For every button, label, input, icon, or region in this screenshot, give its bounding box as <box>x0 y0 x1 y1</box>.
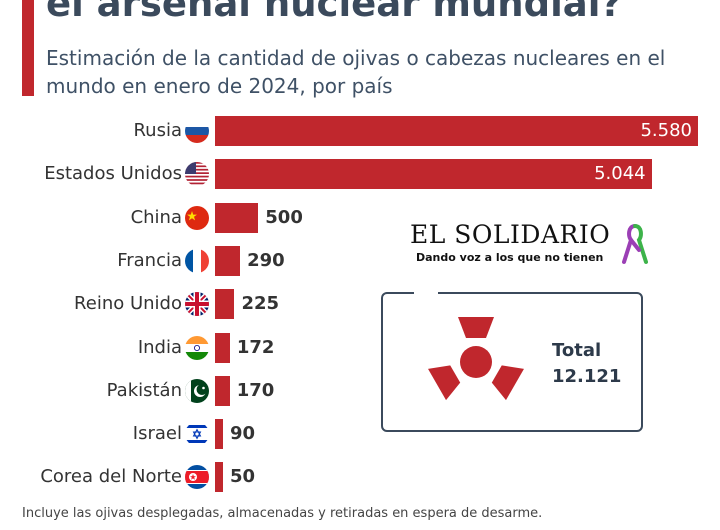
russia-flag-icon <box>185 119 209 143</box>
bar-rusia <box>215 116 698 146</box>
chart-title: el arsenal nuclear mundial? <box>46 0 622 25</box>
total-value: 12.121 <box>552 366 622 387</box>
bar-pakistan <box>215 375 230 406</box>
value-label-reino-unido: 225 <box>241 293 280 315</box>
bar-corea-del-norte <box>215 462 223 493</box>
brand-tagline: Dando voz a los que no tienen <box>416 251 604 264</box>
category-label-pakistan: Pakistán <box>106 379 182 401</box>
category-label-estados-unidos: Estados Unidos <box>44 163 182 185</box>
pakistan-flag-icon <box>185 378 209 403</box>
israel-flag-icon <box>185 422 209 447</box>
value-label-estados-unidos: 5.044 <box>594 163 646 185</box>
value-label-india: 172 <box>236 336 275 358</box>
uk-flag-icon <box>185 292 209 317</box>
value-label-china: 500 <box>265 206 303 228</box>
category-label-francia: Francia <box>117 249 182 271</box>
brand-logo-text: EL SOLIDARIO <box>410 220 611 249</box>
bar-francia <box>215 245 241 276</box>
value-label-israel: 90 <box>230 423 256 445</box>
bar-india <box>215 332 230 363</box>
total-label: Total <box>552 340 602 361</box>
total-panel <box>381 292 643 432</box>
china-flag-icon <box>185 205 209 230</box>
france-flag-icon <box>185 248 209 273</box>
category-label-corea-del-norte: Corea del Norte <box>40 466 182 488</box>
footnote: Incluye las ojivas desplegadas, almacena… <box>22 506 543 521</box>
bar-china <box>215 202 259 233</box>
category-label-china: China <box>130 206 182 228</box>
value-label-rusia: 5.580 <box>640 120 692 141</box>
value-label-pakistan: 170 <box>236 379 275 401</box>
usa-flag-icon <box>185 162 209 187</box>
value-label-corea-del-norte: 50 <box>230 466 256 488</box>
chart-subtitle: Estimación de la cantidad de ojivas o ca… <box>46 46 666 98</box>
bar-israel <box>215 419 223 450</box>
radiation-icon <box>428 317 524 401</box>
category-label-israel: Israel <box>132 423 182 445</box>
bar-estados-unidos <box>215 159 652 190</box>
category-label-reino-unido: Reino Unido <box>74 293 182 315</box>
total-panel-gap <box>414 288 438 296</box>
category-label-rusia: Rusia <box>133 120 182 141</box>
india-flag-icon <box>185 335 209 360</box>
accent-bar <box>22 0 34 96</box>
north-korea-flag-icon <box>185 465 209 490</box>
awareness-ribbon-icon <box>622 224 648 264</box>
bar-reino-unido <box>215 289 235 320</box>
value-label-francia: 290 <box>247 249 285 271</box>
category-label-india: India <box>137 336 182 358</box>
